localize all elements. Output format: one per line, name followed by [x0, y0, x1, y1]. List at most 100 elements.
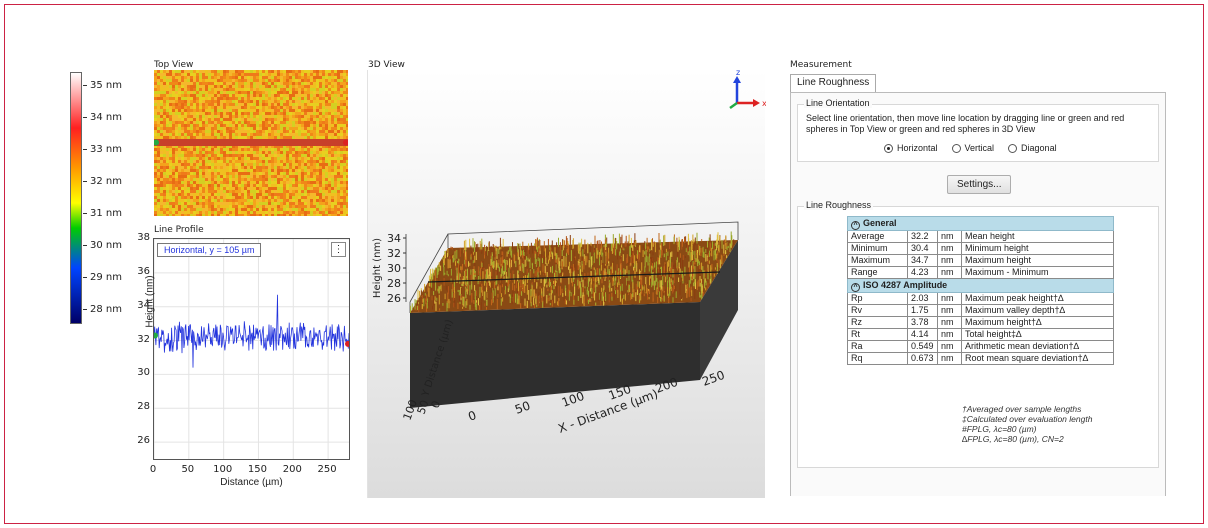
top-view-map[interactable]	[154, 70, 348, 216]
table-row: Rt 4.14 nm Total height‡∆	[847, 328, 1114, 341]
profile-y-tick: 36	[137, 265, 150, 277]
radio-vertical-dot[interactable]	[951, 143, 961, 153]
roughness-group: Line Roughness ^ General Average 32.2 nm Mean…	[797, 200, 1159, 468]
view3d-z-axis-label: Height (nm)	[372, 238, 383, 298]
param-value: 2.03	[907, 292, 938, 305]
param-name: Ra	[847, 340, 908, 353]
profile-x-tick: 250	[317, 464, 337, 475]
table-row: Maximum 34.7 nm Maximum height	[847, 254, 1114, 267]
param-value: 0.673	[907, 352, 938, 365]
section-header[interactable]: ^ ISO 4287 Amplitude	[847, 278, 1114, 293]
profile-legend: Horizontal, y = 105 µm	[157, 243, 262, 257]
view3d-canvas[interactable]: 34 32 30 28 26 Height (nm) 0 50 100 150 200 250 X - …	[367, 68, 767, 498]
orientation-radio-group: Horizontal Vertical Diagonal	[884, 143, 1071, 153]
param-name: Rv	[847, 304, 908, 317]
view3d-title: 3D View	[368, 60, 405, 70]
roughness-group-title: Line Roughness	[804, 200, 874, 210]
tab-line-roughness[interactable]: Line Roughness	[790, 74, 877, 93]
table-row: Ra 0.549 nm Arithmetic mean deviation†∆	[847, 340, 1114, 353]
param-value: 4.23	[907, 266, 938, 279]
view3d-x-tick: 0	[466, 408, 478, 424]
param-value: 1.75	[907, 304, 938, 317]
view3d-z-tick: 32	[387, 247, 401, 260]
height-colorbar	[70, 72, 82, 324]
orientation-instructions: Select line orientation, then move line …	[806, 113, 1125, 134]
line-profile-plot[interactable]: Horizontal, y = 105 µm ⋮	[153, 238, 350, 460]
section-header-cell[interactable]: ^ General	[847, 216, 1114, 231]
param-name: Minimum	[847, 242, 908, 255]
param-description: Total height‡∆	[961, 328, 1114, 341]
param-description: Root mean square deviation†∆	[961, 352, 1114, 365]
colorbar-tick: 35 nm	[83, 80, 122, 91]
param-name: Average	[847, 230, 908, 243]
param-value: 30.4	[907, 242, 938, 255]
param-description: Maximum valley depth†∆	[961, 304, 1114, 317]
view3d-z-tick: 30	[387, 262, 401, 275]
param-name: Rq	[847, 352, 908, 365]
param-name: Rz	[847, 316, 908, 329]
radio-diagonal-dot[interactable]	[1008, 143, 1018, 153]
param-name: Rp	[847, 292, 908, 305]
view3d-x-tick: 50	[513, 398, 532, 416]
profile-y-tick: 34	[137, 299, 150, 311]
roughness-table: ^ General Average 32.2 nm Mean height Minimum 3…	[847, 216, 1114, 365]
collapse-icon[interactable]: ^	[851, 282, 860, 292]
view3d-z-tick: 34	[387, 232, 401, 245]
profile-y-tick: 32	[137, 333, 150, 345]
footnote: †Averaged over sample lengths	[962, 404, 1082, 414]
radio-diagonal[interactable]: Diagonal	[1008, 143, 1057, 153]
line-profile-title: Line Profile	[154, 225, 204, 235]
profile-x-tick: 100	[213, 464, 233, 475]
section-header[interactable]: ^ General	[847, 216, 1114, 231]
view3d-y-tick: 100	[401, 398, 420, 422]
param-name: Range	[847, 266, 908, 279]
profile-y-tick: 30	[137, 367, 150, 379]
triad-x-label: x	[762, 99, 766, 108]
footnote: ∆FPLG, λc=80 (µm), CN=2	[962, 434, 1064, 444]
param-unit: nm	[937, 316, 962, 329]
measurement-panel: Line Roughness Line Orientation Select l…	[790, 70, 1166, 498]
settings-button[interactable]: Settings...	[947, 175, 1012, 194]
param-unit: nm	[937, 254, 962, 267]
view3d-y-tick: 50	[415, 398, 432, 416]
param-unit: nm	[937, 230, 962, 243]
param-name: Rt	[847, 328, 908, 341]
radio-vertical[interactable]: Vertical	[951, 143, 995, 153]
colorbar-tick: 31 nm	[83, 208, 122, 219]
param-description: Maximum peak height†∆	[961, 292, 1114, 305]
orientation-group: Line Orientation Select line orientation…	[797, 98, 1159, 162]
radio-horizontal[interactable]: Horizontal	[884, 143, 938, 153]
profile-x-tick: 200	[282, 464, 302, 475]
param-name: Maximum	[847, 254, 908, 267]
footnote: #FPLG, λc=80 (µm)	[962, 424, 1037, 434]
view3d-y-tick: 0	[429, 399, 444, 410]
param-value: 32.2	[907, 230, 938, 243]
profile-menu-button[interactable]: ⋮	[331, 242, 346, 257]
section-title: ISO 4287 Amplitude	[863, 279, 948, 290]
footnote: ‡Calculated over evaluation length	[962, 414, 1093, 424]
param-unit: nm	[937, 352, 962, 365]
radio-diagonal-label: Diagonal	[1021, 143, 1057, 153]
collapse-icon[interactable]: ^	[851, 220, 860, 230]
table-row: Average 32.2 nm Mean height	[847, 230, 1114, 243]
section-header-cell[interactable]: ^ ISO 4287 Amplitude	[847, 278, 1114, 293]
param-unit: nm	[937, 292, 962, 305]
profile-x-axis-label: Distance (µm)	[220, 477, 283, 488]
profile-y-tick: 26	[137, 435, 150, 447]
param-unit: nm	[937, 242, 962, 255]
table-row: Rq 0.673 nm Root mean square deviation†∆	[847, 352, 1114, 365]
profile-x-tick: 150	[247, 464, 267, 475]
radio-vertical-label: Vertical	[964, 143, 995, 153]
colorbar-tick: 34 nm	[83, 112, 122, 123]
radio-horizontal-dot[interactable]	[884, 143, 893, 153]
param-unit: nm	[937, 266, 962, 279]
measurement-title: Measurement	[790, 60, 852, 70]
param-value: 34.7	[907, 254, 938, 267]
param-description: Maximum height†∆	[961, 316, 1114, 329]
radio-horizontal-label: Horizontal	[897, 143, 938, 153]
colorbar-tick: 30 nm	[83, 240, 122, 251]
triad-z-label: z	[736, 70, 740, 77]
profile-x-tick: 50	[181, 464, 195, 475]
table-row: Rz 3.78 nm Maximum height†∆	[847, 316, 1114, 329]
colorbar-tick: 32 nm	[83, 176, 122, 187]
